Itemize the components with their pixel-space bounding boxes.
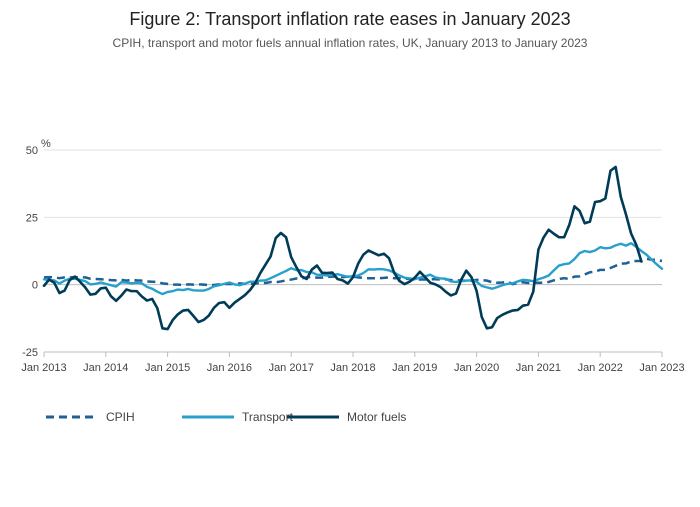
axes: -25 0 25 50 Jan 2013 Jan 2014 Jan 2015 Jan 2016…: [21, 145, 684, 374]
legend-item-cpih: CPIH: [46, 410, 135, 424]
series-line-motor-fuels: [42, 165, 643, 331]
y-tick-label: 50: [26, 145, 38, 157]
x-tick-label: Jan 2013: [21, 362, 66, 374]
legend-item-transport: Transport: [182, 410, 294, 424]
x-tick-label: Jan 2019: [392, 362, 437, 374]
x-tick-label: Jan 2014: [83, 362, 128, 374]
y-tick-label: 0: [32, 280, 38, 292]
series-lines: [42, 165, 664, 331]
x-tick-label: Jan 2023: [639, 362, 684, 374]
x-tick-label: Jan 2018: [330, 362, 375, 374]
y-tick-label: 25: [26, 212, 38, 224]
gridlines: [44, 149, 662, 353]
x-tick-label: Jan 2021: [516, 362, 561, 374]
x-tick-label: Jan 2022: [578, 362, 623, 374]
legend-label: CPIH: [106, 410, 135, 424]
legend: CPIH Transport Motor fuels: [46, 410, 406, 424]
chart-title: Figure 2: Transport inflation rate eases…: [129, 9, 570, 29]
x-tick-label: Jan 2016: [207, 362, 252, 374]
x-tick-label: Jan 2017: [269, 362, 314, 374]
y-tick-label: -25: [22, 347, 38, 359]
legend-label: Transport: [242, 410, 294, 424]
x-tick-label: Jan 2015: [145, 362, 190, 374]
legend-item-motor-fuels: Motor fuels: [287, 410, 406, 424]
legend-label: Motor fuels: [347, 410, 406, 424]
series-line-transport: [42, 241, 664, 296]
x-tick-label: Jan 2020: [454, 362, 499, 374]
chart-subtitle: CPIH, transport and motor fuels annual i…: [113, 36, 588, 50]
y-axis-unit-label: %: [41, 138, 51, 150]
